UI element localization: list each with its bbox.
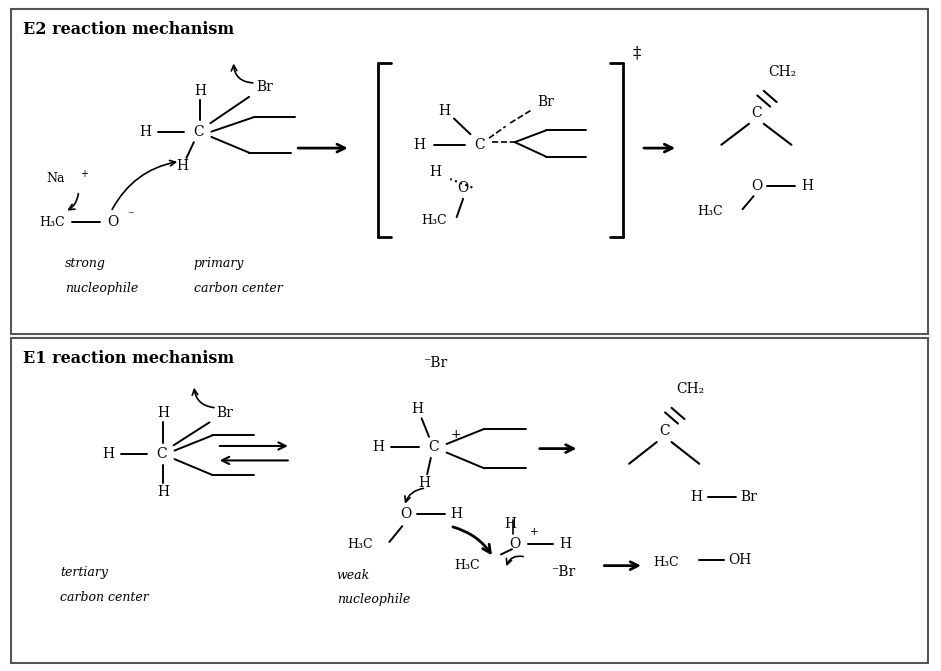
Text: O: O	[107, 215, 119, 229]
Text: H: H	[414, 138, 425, 152]
Text: ⁻Br: ⁻Br	[550, 565, 575, 579]
Text: ‡: ‡	[632, 44, 641, 61]
Text: CH₂: CH₂	[768, 66, 796, 79]
Text: H₃C: H₃C	[454, 559, 480, 572]
Text: Br: Br	[741, 490, 758, 504]
Text: H: H	[139, 125, 151, 139]
Text: C: C	[193, 125, 204, 139]
Text: E2 reaction mechanism: E2 reaction mechanism	[24, 21, 234, 38]
Text: H: H	[194, 84, 206, 98]
Text: OH: OH	[728, 554, 752, 568]
Text: +: +	[530, 527, 538, 537]
Text: H₃C: H₃C	[421, 214, 446, 227]
Text: H: H	[801, 178, 813, 193]
Text: O: O	[509, 537, 520, 551]
Text: H: H	[411, 402, 423, 416]
Text: H: H	[504, 517, 517, 531]
Text: C: C	[428, 440, 439, 454]
Text: E1 reaction mechanism: E1 reaction mechanism	[24, 350, 234, 367]
Text: H: H	[419, 476, 430, 491]
Text: weak: weak	[337, 569, 370, 582]
Text: Br: Br	[256, 80, 273, 94]
Text: H: H	[560, 537, 571, 551]
Text: ⁻: ⁻	[127, 209, 134, 222]
Text: H: H	[157, 485, 169, 499]
Text: Na: Na	[46, 172, 65, 185]
Text: C: C	[474, 138, 485, 152]
Text: carbon center: carbon center	[194, 282, 282, 295]
Text: H₃C: H₃C	[39, 216, 65, 229]
Text: H: H	[439, 103, 451, 117]
Text: nucleophile: nucleophile	[65, 282, 138, 295]
Text: H₃C: H₃C	[653, 556, 678, 569]
Text: tertiary: tertiary	[60, 566, 108, 578]
Text: H: H	[691, 490, 702, 504]
Text: H: H	[429, 166, 441, 179]
FancyBboxPatch shape	[11, 338, 928, 663]
Text: O: O	[400, 507, 411, 521]
Text: CH₂: CH₂	[676, 382, 704, 397]
Text: Br: Br	[537, 95, 554, 109]
Text: C: C	[751, 106, 761, 120]
Text: nucleophile: nucleophile	[337, 593, 410, 607]
Text: H₃C: H₃C	[347, 538, 373, 551]
Text: H: H	[451, 507, 463, 521]
Text: +: +	[80, 168, 88, 178]
Text: C: C	[659, 424, 669, 438]
Text: +: +	[450, 427, 461, 441]
Text: H: H	[157, 406, 169, 420]
Text: primary: primary	[194, 257, 245, 270]
Text: strong: strong	[65, 257, 105, 270]
Text: ⁻Br: ⁻Br	[423, 356, 448, 370]
Text: Br: Br	[215, 406, 232, 420]
Text: O: O	[457, 180, 469, 195]
Text: C: C	[156, 447, 167, 461]
Text: carbon center: carbon center	[60, 590, 149, 604]
Text: H: H	[102, 447, 114, 461]
Text: O: O	[751, 178, 762, 193]
Text: H: H	[373, 440, 384, 454]
Text: H: H	[176, 159, 188, 173]
Text: H₃C: H₃C	[697, 205, 723, 218]
FancyBboxPatch shape	[11, 9, 928, 334]
